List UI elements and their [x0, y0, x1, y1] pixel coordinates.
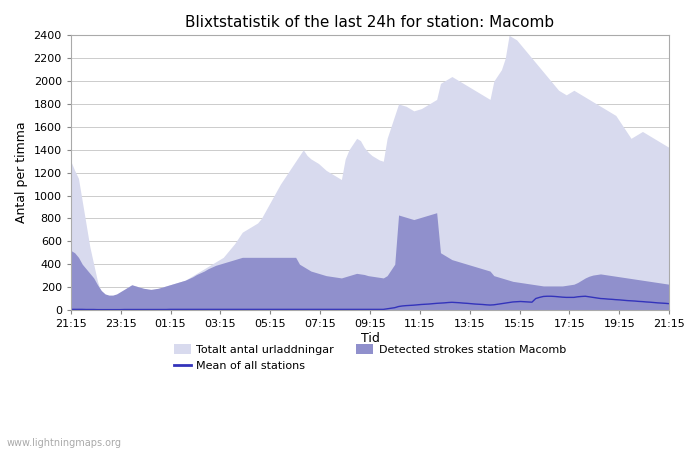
Title: Blixtstatistik of the last 24h for station: Macomb: Blixtstatistik of the last 24h for stati…: [186, 15, 554, 30]
X-axis label: Tid: Tid: [360, 332, 379, 345]
Legend: Totalt antal urladdningar, Mean of all stations, Detected strokes station Macomb: Totalt antal urladdningar, Mean of all s…: [169, 340, 570, 376]
Text: www.lightningmaps.org: www.lightningmaps.org: [7, 438, 122, 448]
Y-axis label: Antal per timma: Antal per timma: [15, 122, 28, 224]
